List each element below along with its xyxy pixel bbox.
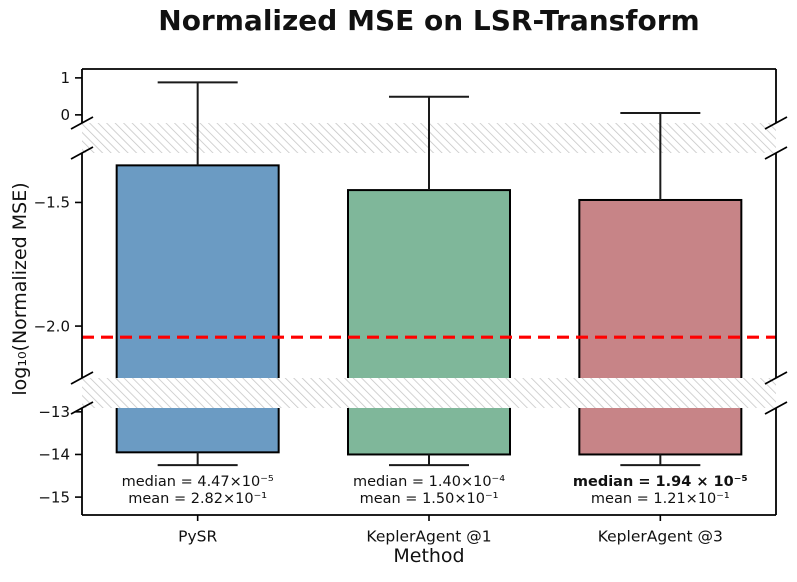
median-annotation-KeplerAgent @1: median = 1.40×10⁻⁴ [353, 474, 505, 490]
x-axis-label: Method [393, 545, 465, 567]
y-tick-label: −13 [38, 403, 70, 421]
mean-annotation-KeplerAgent @3: mean = 1.21×10⁻¹ [591, 491, 730, 507]
axis-break-mark [764, 146, 788, 160]
median-annotation-KeplerAgent @3: median = 1.94 × 10⁻⁵ [573, 474, 748, 490]
y-tick-label: −2.0 [34, 317, 70, 335]
axis-break-mark [70, 146, 94, 160]
axis-break-band-2 [82, 378, 776, 408]
y-tick-label: −1.5 [34, 194, 70, 212]
box-KeplerAgent @3 [578, 198, 743, 456]
mean-annotation-PySR: mean = 2.82×10⁻¹ [128, 491, 267, 507]
x-tick-label-KeplerAgent @1: KeplerAgent @1 [366, 527, 491, 545]
axis-break-mark [764, 401, 788, 415]
axis-break-mark [764, 371, 788, 385]
y-tick-label: −14 [38, 446, 70, 464]
axis-break-mark [70, 371, 94, 385]
box-PySR [115, 164, 280, 454]
axis-break-mark [764, 116, 788, 130]
y-tick-label: −15 [38, 488, 70, 506]
chart-title: Normalized MSE on LSR-Transform [158, 4, 700, 37]
mean-annotation-KeplerAgent @1: mean = 1.50×10⁻¹ [360, 491, 499, 507]
y-tick-label: 0 [60, 106, 70, 124]
y-axis-label: log₁₀(Normalized MSE) [9, 182, 31, 396]
y-tick-label: 1 [60, 69, 70, 87]
axis-break-mark [70, 401, 94, 415]
x-tick-label-PySR: PySR [178, 527, 217, 545]
x-tick-label-KeplerAgent @3: KeplerAgent @3 [598, 527, 723, 545]
axis-break-mark [70, 116, 94, 130]
box-KeplerAgent @1 [347, 189, 511, 456]
median-annotation-PySR: median = 4.47×10⁻⁵ [122, 474, 274, 490]
